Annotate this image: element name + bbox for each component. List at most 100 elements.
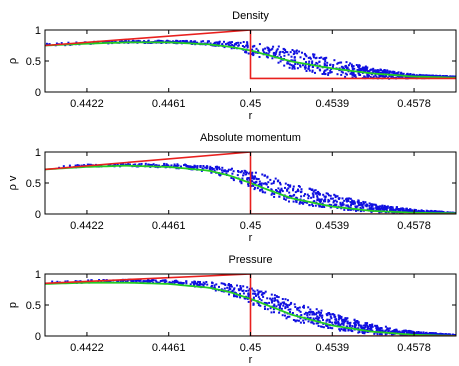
particle-point: [315, 61, 318, 64]
particle-point: [343, 208, 346, 211]
particle-point: [117, 280, 119, 283]
particle-point: [295, 196, 298, 199]
particle-point: [120, 40, 123, 43]
particle-point: [375, 75, 378, 78]
particle-point: [321, 73, 324, 75]
particle-point: [150, 164, 153, 167]
particle-point: [247, 300, 250, 303]
particle-point: [196, 165, 199, 168]
particle-point: [189, 40, 192, 43]
particle-point: [252, 296, 255, 299]
particle-point: [277, 303, 280, 306]
particle-point: [331, 327, 334, 330]
chart-panel-2: Absolute momentum 0.4422 0.4461 0.45 0.4539 0…: [7, 132, 457, 244]
particle-point: [337, 324, 340, 327]
particle-point: [241, 177, 244, 180]
particle-point: [271, 300, 274, 303]
particle-point: [343, 328, 346, 331]
particle-point: [211, 168, 214, 171]
particle-point: [236, 295, 239, 298]
particle-point: [363, 327, 366, 329]
particle-point: [412, 73, 414, 76]
particle-point: [357, 321, 360, 324]
particle-point: [292, 189, 294, 192]
particle-point: [135, 40, 138, 43]
particle-point: [262, 295, 265, 298]
particle-point: [291, 49, 294, 51]
particle-point: [316, 191, 319, 194]
particle-point: [303, 201, 306, 204]
particle-point: [390, 330, 393, 333]
particle-point: [365, 205, 368, 208]
particle-point: [179, 40, 182, 43]
particle-point: [250, 53, 253, 56]
particle-point: [314, 204, 317, 207]
particle-point: [380, 327, 383, 330]
particle-point: [258, 43, 261, 46]
particle-point: [258, 180, 261, 183]
particle-point: [264, 308, 266, 310]
particle-point: [312, 56, 315, 59]
particle-point: [192, 40, 195, 43]
particle-point: [255, 294, 257, 297]
particle-point: [246, 46, 249, 49]
particle-point: [242, 285, 245, 288]
particle-point: [283, 302, 285, 305]
particle-point: [401, 330, 404, 333]
particle-point: [275, 305, 278, 308]
x-tick-label: 0.45: [240, 220, 261, 232]
particle-point: [317, 325, 320, 327]
particle-point: [346, 67, 348, 70]
particle-point: [263, 305, 266, 308]
particle-point: [352, 200, 355, 203]
particle-point: [257, 49, 260, 52]
particle-point: [296, 308, 299, 311]
particle-point: [348, 322, 351, 325]
particle-point: [378, 333, 381, 336]
particle-point: [347, 198, 350, 201]
particle-point: [325, 56, 328, 59]
particle-point: [239, 171, 242, 174]
particle-point: [364, 65, 367, 68]
particle-point: [353, 201, 356, 204]
particle-point: [264, 174, 266, 177]
particle-point: [60, 42, 63, 45]
particle-point: [221, 166, 224, 169]
particle-point: [270, 182, 273, 185]
particle-point: [216, 166, 219, 169]
particle-point: [323, 71, 325, 74]
particle-point: [298, 202, 301, 205]
particle-point: [329, 69, 332, 72]
particle-point: [290, 64, 293, 67]
particle-point: [335, 203, 338, 206]
particle-point: [51, 280, 54, 283]
y-axis-label: ρ v: [7, 175, 19, 190]
particle-points: [45, 39, 456, 80]
particle-point: [357, 331, 360, 334]
particle-point: [349, 62, 352, 65]
particle-point: [157, 39, 160, 42]
chart-panel-3: Pressure 0.4422 0.4461 0.45 0.4539 0.4578 0 0.5…: [7, 254, 457, 366]
particle-point: [239, 286, 242, 289]
particle-point: [349, 201, 352, 204]
particle-point: [341, 319, 344, 321]
particle-point: [152, 279, 155, 282]
particle-point: [307, 197, 310, 200]
particle-point: [270, 293, 273, 296]
particle-point: [296, 319, 299, 322]
particle-point: [318, 193, 321, 196]
particle-point: [247, 172, 250, 175]
particle-point: [290, 195, 293, 198]
particle-point: [220, 282, 223, 285]
particle-point: [175, 164, 178, 167]
particle-point: [356, 200, 359, 203]
particle-point: [273, 311, 275, 314]
particle-point: [317, 191, 320, 194]
particle-point: [255, 180, 258, 183]
particle-point: [259, 304, 262, 307]
particle-point: [304, 311, 307, 314]
particle-point: [339, 329, 342, 332]
particle-point: [379, 205, 382, 208]
particle-point: [358, 64, 361, 67]
particle-point: [209, 165, 212, 168]
